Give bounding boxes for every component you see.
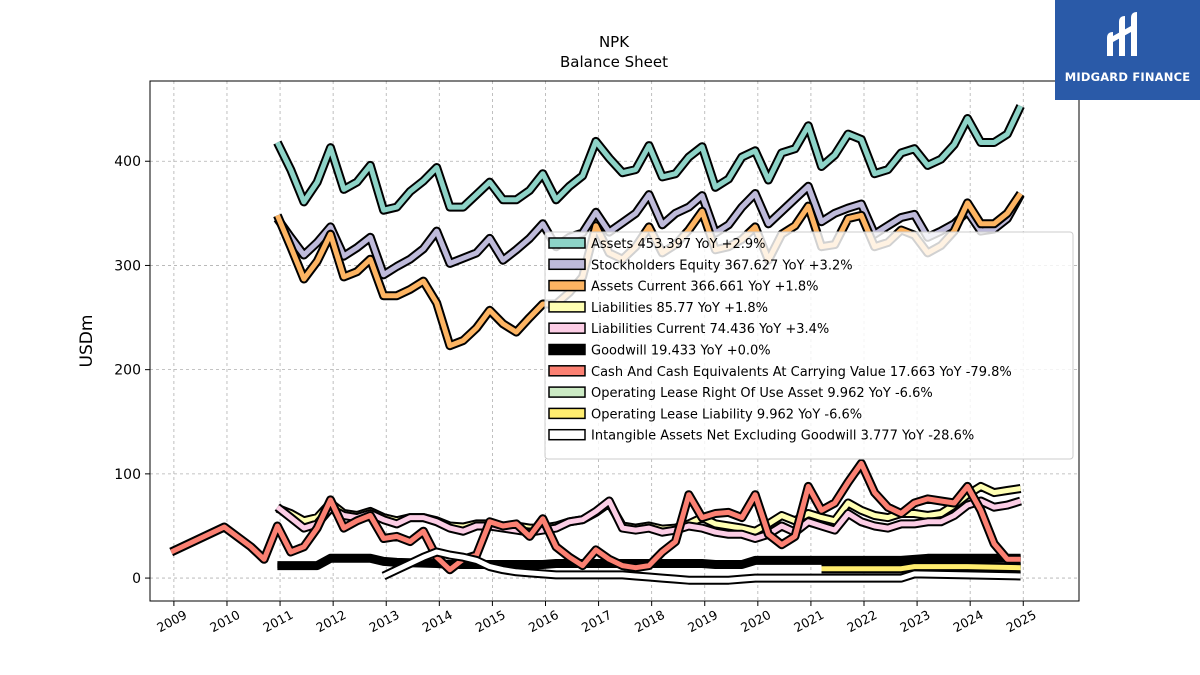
x-axis-ticks: 2009 2010 2011 2012 2013 2014 2015 2016 2017 2018… [154, 601, 1039, 635]
y-tick-label: 300 [114, 258, 141, 274]
series-line [821, 564, 1021, 572]
legend-item: Stockholders Equity 367.627 YoY +3.2% [548, 258, 853, 273]
legend-label: Liabilities 85.77 YoY +1.8% [591, 301, 768, 316]
legend-swatch [548, 237, 586, 249]
legend-label: Liabilities Current 74.436 YoY +3.4% [591, 322, 829, 337]
x-tick-label: 2022 [844, 607, 879, 635]
x-tick-label: 2015 [473, 607, 508, 635]
legend-swatch [548, 279, 586, 292]
x-tick-label: 2014 [420, 607, 455, 635]
series-line [170, 460, 1021, 573]
series-stockholders-equity [273, 181, 1025, 280]
x-tick-label: 2020 [738, 607, 773, 635]
legend-label: Cash And Cash Equivalents At Carrying Va… [591, 365, 1012, 380]
legend-swatch [548, 365, 586, 377]
series-line [275, 104, 1023, 213]
legend-swatch [548, 428, 586, 441]
legend-label: Operating Lease Liability 9.962 YoY -6.6… [591, 407, 862, 422]
series-line [382, 549, 1021, 583]
x-tick-label: 2025 [1004, 607, 1039, 635]
series-intangible-assets-net-excluding-goodwill [381, 547, 1021, 585]
legend-swatch [548, 386, 586, 398]
legend-item: Assets Current 366.661 YoY +1.8% [548, 279, 818, 295]
legend-swatch [548, 258, 586, 271]
legend-item: Liabilities 85.77 YoY +1.8% [548, 301, 768, 316]
series-line [277, 555, 1021, 569]
legend-box [544, 231, 1074, 460]
x-tick-label: 2010 [207, 607, 242, 635]
x-tick-label: 2019 [685, 607, 720, 635]
x-tick-label: 2011 [260, 607, 295, 635]
x-tick-label: 2024 [950, 607, 985, 635]
x-tick-label: 2009 [154, 607, 189, 635]
legend-label: Operating Lease Right Of Use Asset 9.962… [591, 386, 933, 401]
x-tick-label: 2021 [791, 607, 826, 635]
legend-label: Intangible Assets Net Excluding Goodwill… [591, 429, 974, 444]
chart-subtitle: Balance Sheet [560, 53, 668, 71]
legend-item: Cash And Cash Equivalents At Carrying Va… [548, 365, 1012, 380]
legend-item: Intangible Assets Net Excluding Goodwill… [548, 428, 974, 444]
legend-swatch [548, 407, 586, 420]
x-tick-label: 2016 [526, 607, 561, 635]
legend-swatch [548, 343, 586, 356]
series-liabilities-current [274, 496, 1022, 543]
x-tick-label: 2018 [632, 607, 667, 635]
y-tick-label: 400 [114, 154, 141, 170]
legend: Assets 453.397 YoY +2.9% Stockholders Equ… [544, 231, 1074, 460]
logo-mark-icon [1107, 12, 1137, 56]
y-axis-ticks: 0 100 200 300 400 [114, 154, 150, 587]
series-assets [273, 104, 1025, 215]
legend-label: Assets 453.397 YoY +2.9% [591, 237, 766, 252]
x-tick-label: 2012 [313, 607, 348, 635]
series-goodwill [277, 553, 1021, 571]
legend-item: Goodwill 19.433 YoY +0.0% [548, 343, 771, 359]
y-tick-label: 200 [114, 363, 141, 379]
legend-label: Goodwill 19.433 YoY +0.0% [591, 344, 771, 359]
legend-item: Operating Lease Liability 9.962 YoY -6.6… [548, 407, 862, 422]
legend-swatch [548, 301, 586, 313]
series-operating-lease-liability [821, 562, 1021, 574]
legend-item: Assets 453.397 YoY +2.9% [548, 237, 766, 252]
brand-name: MIDGARD FINANCE [1064, 70, 1191, 84]
plot-frame [149, 80, 1080, 602]
y-axis-label: USDm [77, 315, 97, 368]
x-tick-label: 2023 [897, 607, 932, 635]
x-tick-label: 2017 [579, 607, 614, 635]
chart-title: NPK [599, 33, 630, 51]
series-line [275, 498, 1022, 541]
series-cash-and-cash-equivalents-at-carrying-value [169, 458, 1021, 575]
y-tick-label: 0 [132, 571, 141, 587]
midgard-finance-logo: MIDGARD FINANCE [1055, 0, 1200, 100]
legend-item: Liabilities Current 74.436 YoY +3.4% [548, 322, 829, 337]
legend-swatch [548, 322, 586, 334]
legend-item: Operating Lease Right Of Use Asset 9.962… [548, 386, 933, 401]
legend-label: Stockholders Equity 367.627 YoY +3.2% [591, 258, 853, 273]
x-tick-label: 2013 [367, 607, 402, 635]
y-tick-label: 100 [114, 467, 141, 483]
series-line [275, 183, 1023, 278]
legend-label: Assets Current 366.661 YoY +1.8% [591, 280, 818, 295]
